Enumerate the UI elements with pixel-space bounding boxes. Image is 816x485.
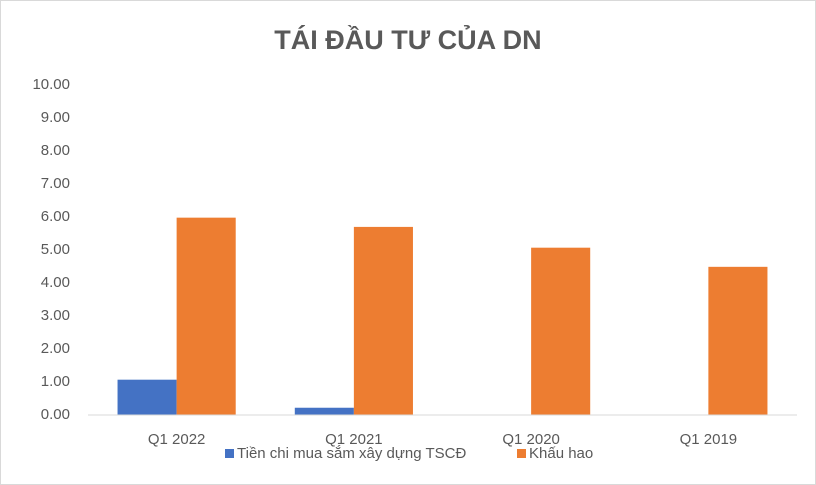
bar	[294, 407, 354, 415]
y-tick-label: 1.00	[41, 373, 70, 390]
legend-label: Tiền chi mua sắm xây dựng TSCĐ	[237, 445, 466, 462]
y-tick-label: 6.00	[41, 208, 70, 225]
y-tick-label: 7.00	[41, 175, 70, 192]
bar	[117, 379, 177, 415]
y-tick-label: 10.00	[32, 76, 70, 93]
legend-label: Khấu hao	[529, 445, 593, 462]
bar	[531, 247, 591, 415]
x-tick-label: Q1 2022	[148, 431, 206, 448]
bar	[353, 226, 413, 415]
y-tick-label: 9.00	[41, 109, 70, 126]
x-tick-label: Q1 2019	[680, 431, 738, 448]
x-tick-label: Q1 2020	[502, 431, 560, 448]
y-tick-label: 4.00	[41, 274, 70, 291]
x-tick-label: Q1 2021	[325, 431, 383, 448]
y-tick-label: 0.00	[41, 406, 70, 423]
chart-title: TÁI ĐẦU TƯ CỦA DN	[274, 23, 541, 55]
legend-swatch	[225, 449, 234, 458]
y-tick-label: 3.00	[41, 307, 70, 324]
y-tick-label: 2.00	[41, 340, 70, 357]
y-tick-label: 8.00	[41, 142, 70, 159]
legend-swatch	[517, 449, 526, 458]
y-tick-label: 5.00	[41, 241, 70, 258]
bar	[176, 217, 236, 415]
bar	[708, 266, 768, 415]
